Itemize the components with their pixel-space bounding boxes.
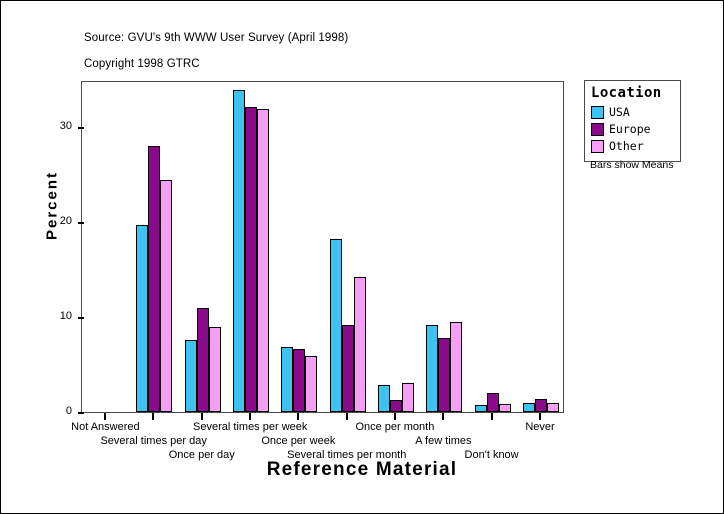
x-axis-label: Several times per month [287,449,407,461]
bar [341,324,354,412]
legend-item-label: Other [609,138,644,153]
legend-item: Other [591,138,674,154]
bar [377,384,390,412]
bar [245,106,258,412]
legend-swatch-icon [591,139,604,153]
x-axis-tick [345,413,348,420]
y-tick-label: 0 [65,405,72,417]
bar [546,403,559,412]
y-tick-mark [78,412,84,414]
bar [233,89,246,412]
bar [196,307,209,412]
x-axis-label: Once per month [355,421,435,433]
bar [281,346,294,412]
x-axis-label: A few times [415,435,472,447]
y-tick-label: 20 [59,215,72,228]
bar [522,402,535,412]
plot-area [81,81,564,413]
x-axis-tick [152,413,155,420]
bar [160,179,173,412]
x-axis-tick [200,413,203,420]
x-axis-title: Reference Material [266,459,458,480]
y-tick-label: 10 [59,310,72,323]
bar [257,109,270,412]
bar [305,356,318,412]
legend-item: USA [591,104,674,120]
bar [486,393,499,412]
bar [184,339,197,412]
y-tick-mark [78,222,84,225]
bar [353,277,366,412]
legend-swatch-icon [591,122,604,136]
x-axis-label: Once per day [168,449,235,461]
y-tick-mark [78,127,84,130]
x-axis-tick [490,413,493,420]
legend-title: Location [591,85,662,101]
bar [438,338,451,412]
bar [401,382,414,412]
legend-item-label: Europe [609,121,651,136]
bar [389,399,402,412]
bar [426,324,439,412]
legend-item-label: USA [609,104,630,119]
bar [148,146,161,412]
x-axis-tick [297,413,300,420]
bar [474,405,487,412]
legend: Location USA Europe Other [584,80,681,162]
legend-note: Bars show Means [590,159,674,171]
legend-item: Europe [591,121,674,137]
bar [136,225,149,412]
bar [534,398,547,412]
plot-inner [82,82,563,412]
legend-swatch-icon [591,105,604,119]
y-axis-title: Percent [43,170,61,241]
x-axis-label: Once per week [261,435,336,447]
x-axis-tick [249,413,252,420]
x-axis-tick [104,413,107,420]
x-axis-label: Don't know [464,449,519,461]
x-axis-tick [393,413,396,420]
x-axis-tick [538,413,541,420]
y-tick-mark [78,317,84,320]
source-annotation: Source: GVU's 9th WWW User Survey (April… [84,32,349,44]
bar [329,239,342,412]
bar [450,321,463,412]
bar [208,326,221,412]
bar [293,349,306,412]
x-axis-label: Never [525,421,555,433]
copyright-annotation: Copyright 1998 GTRC [84,58,200,70]
x-axis-tick [442,413,445,420]
legend-entries: USA Europe Other [591,104,674,154]
x-axis-label: Several times per week [193,421,308,433]
x-axis-label: Not Answered [71,421,140,433]
y-tick-label: 30 [59,120,72,133]
x-axis-label: Several times per day [100,435,207,447]
bar [498,404,511,412]
